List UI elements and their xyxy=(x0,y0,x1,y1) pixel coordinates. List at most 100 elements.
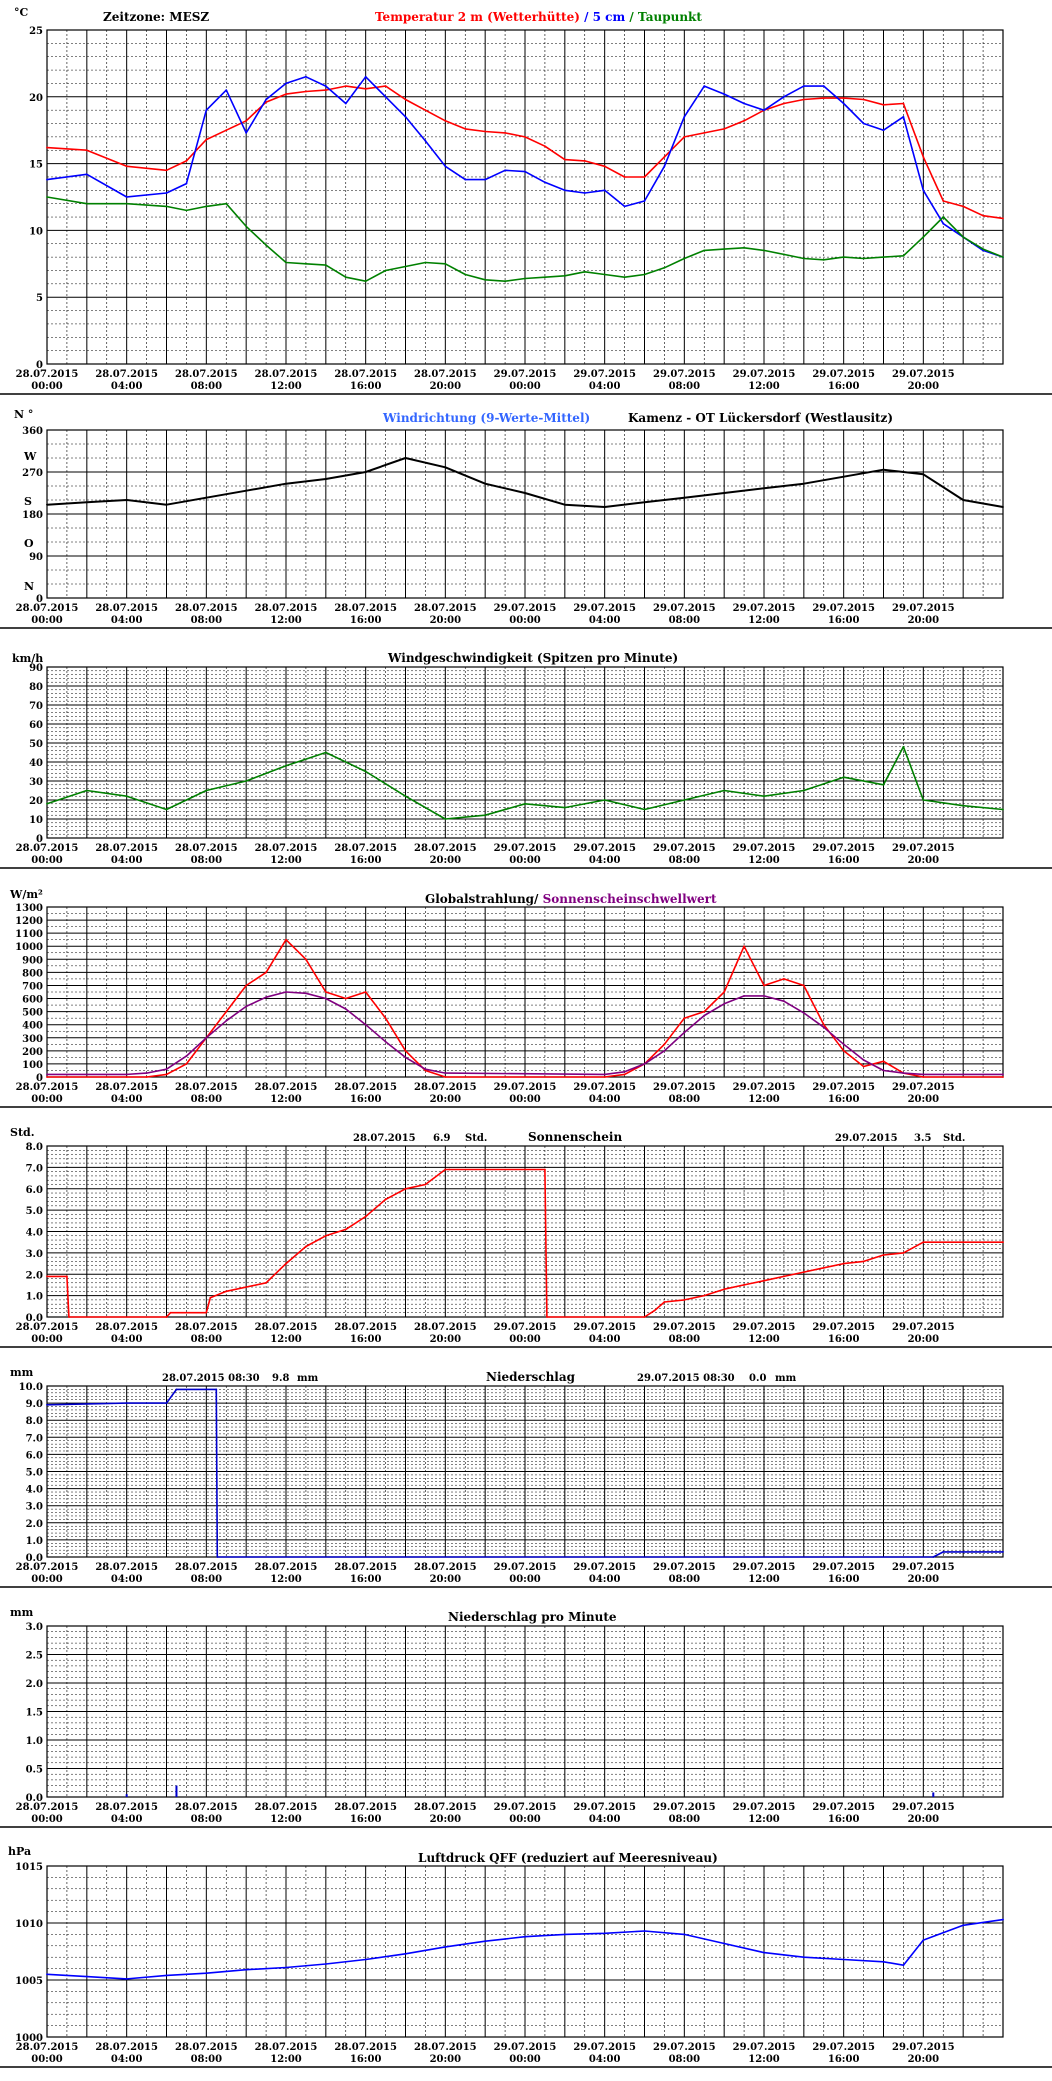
wind-speed-x-ticks: 28.07.201500:0028.07.201504:0028.07.2015… xyxy=(16,843,955,866)
data-point xyxy=(245,1005,248,1008)
x-tick-time: 20:00 xyxy=(908,2054,940,2065)
series-line-5-cm xyxy=(46,76,1004,258)
data-point xyxy=(125,165,128,168)
series-line-luftdruck-qff xyxy=(46,1918,1004,1980)
data-point xyxy=(285,1262,287,1265)
data-point xyxy=(1002,217,1004,220)
data-point xyxy=(404,98,407,101)
data-point xyxy=(643,1930,646,1932)
x-tick-date: 28.07.2015 xyxy=(255,1322,318,1333)
data-point xyxy=(205,1972,208,1975)
data-point xyxy=(623,276,626,279)
data-point xyxy=(1002,808,1004,811)
data-point xyxy=(265,971,267,974)
wind-speed-title: Windgeschwindigkeit (Spitzen pro Minute) xyxy=(387,651,678,665)
data-point xyxy=(165,192,168,194)
data-point xyxy=(216,1556,219,1558)
data-point xyxy=(653,1309,656,1312)
x-tick-time: 12:00 xyxy=(748,381,780,392)
data-point xyxy=(85,789,88,792)
wind-direction-x-ticks: 28.07.201500:0028.07.201504:0028.07.2015… xyxy=(16,603,955,626)
sunshine-day1-unit: Std. xyxy=(465,1133,487,1144)
data-point xyxy=(962,499,965,501)
data-point xyxy=(882,129,885,132)
x-tick-time: 16:00 xyxy=(828,615,860,626)
x-tick-time: 00:00 xyxy=(509,1814,541,1825)
data-point xyxy=(623,205,626,208)
x-tick-date: 29.07.2015 xyxy=(573,1562,636,1573)
wind-speed-grid xyxy=(0,666,1052,869)
x-tick-time: 20:00 xyxy=(908,1094,940,1105)
data-point xyxy=(85,149,88,152)
data-point xyxy=(285,482,287,485)
x-tick-time: 04:00 xyxy=(589,1574,621,1585)
data-point xyxy=(902,745,905,748)
data-point xyxy=(46,146,48,149)
data-point xyxy=(285,1966,287,1969)
data-point xyxy=(783,102,785,105)
x-tick-time: 20:00 xyxy=(430,1574,462,1585)
data-point xyxy=(783,978,785,980)
x-tick-date: 28.07.2015 xyxy=(414,843,477,854)
data-point xyxy=(85,173,88,176)
data-point xyxy=(683,257,686,260)
x-tick-date: 29.07.2015 xyxy=(733,843,796,854)
data-point xyxy=(46,802,48,805)
y-tick-label: 80 xyxy=(29,682,43,693)
y-tick-label: 1100 xyxy=(15,929,43,940)
x-tick-date: 28.07.2015 xyxy=(175,1082,238,1093)
data-point xyxy=(324,85,327,88)
data-point xyxy=(922,1939,925,1941)
data-point xyxy=(743,1284,745,1286)
x-tick-time: 12:00 xyxy=(270,1814,302,1825)
data-point xyxy=(305,958,307,961)
data-point xyxy=(424,109,427,112)
radiation-title-global: Globalstrahlung/ xyxy=(425,892,539,906)
data-point xyxy=(504,280,506,283)
x-tick-time: 20:00 xyxy=(430,1814,462,1825)
x-tick-time: 08:00 xyxy=(191,855,223,866)
data-point xyxy=(683,496,686,499)
data-point xyxy=(165,1068,168,1071)
x-tick-time: 08:00 xyxy=(669,2054,701,2065)
data-point xyxy=(165,808,168,811)
data-point xyxy=(524,135,526,138)
data-point xyxy=(324,1963,327,1965)
x-tick-date: 28.07.2015 xyxy=(95,1322,158,1333)
x-tick-date: 29.07.2015 xyxy=(812,1322,875,1333)
data-point xyxy=(802,1956,805,1959)
data-point xyxy=(882,256,885,259)
data-point xyxy=(962,804,965,807)
x-tick-time: 20:00 xyxy=(430,615,462,626)
data-point xyxy=(524,170,526,173)
x-tick-date: 29.07.2015 xyxy=(653,603,716,614)
data-point xyxy=(364,991,367,993)
data-point xyxy=(723,1288,726,1291)
y-tick-label: 0.0 xyxy=(26,1553,43,1564)
precipitation-unit: mm xyxy=(10,1366,34,1379)
x-tick-date: 29.07.2015 xyxy=(494,843,557,854)
data-point xyxy=(85,202,88,205)
data-point xyxy=(324,991,327,993)
y-tick-label: 0 xyxy=(36,360,43,371)
x-tick-date: 29.07.2015 xyxy=(892,1322,955,1333)
sunshine-x-ticks: 28.07.201500:0028.07.201504:0028.07.2015… xyxy=(16,1322,955,1345)
y-tick-label: 6.0 xyxy=(26,1185,43,1196)
data-point xyxy=(723,127,726,130)
data-point xyxy=(384,95,387,98)
x-tick-date: 28.07.2015 xyxy=(16,603,79,614)
x-tick-date: 29.07.2015 xyxy=(653,369,716,380)
data-point xyxy=(165,1402,168,1404)
x-tick-time: 00:00 xyxy=(509,1094,541,1105)
data-point xyxy=(265,1281,267,1284)
data-point xyxy=(424,1183,427,1186)
data-point xyxy=(444,1076,447,1078)
x-tick-date: 29.07.2015 xyxy=(892,843,955,854)
data-point xyxy=(563,503,566,506)
y-tick-label: 5.0 xyxy=(26,1468,43,1479)
data-point xyxy=(663,1301,666,1303)
pressure-title: Luftdruck QFF (reduziert auf Meeresnivea… xyxy=(418,1851,718,1865)
data-point xyxy=(1002,506,1004,508)
x-tick-time: 12:00 xyxy=(748,2054,780,2065)
y-tick-label: 300 xyxy=(22,1034,43,1045)
